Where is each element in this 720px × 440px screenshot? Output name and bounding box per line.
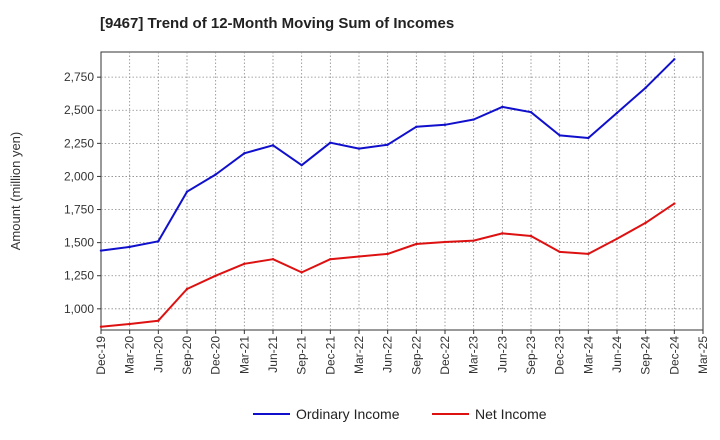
chart-title: [9467] Trend of 12-Month Moving Sum of I… [100, 15, 455, 32]
data-point-ordinary-income [214, 173, 217, 176]
y-tick-label: 1,750 [64, 203, 94, 217]
x-tick-label: Mar-25 [696, 336, 710, 374]
x-tick-label: Jun-22 [381, 336, 395, 373]
x-tick-label: Sep-21 [295, 336, 309, 375]
data-point-ordinary-income [472, 118, 475, 121]
y-tick-label: 2,750 [64, 70, 94, 84]
x-tick-label: Dec-21 [323, 336, 337, 375]
grid-lines [101, 52, 703, 330]
x-tick-label: Mar-23 [467, 336, 481, 374]
data-point-net-income [214, 274, 217, 277]
y-tick-label: 2,000 [64, 169, 94, 183]
data-point-ordinary-income [128, 245, 131, 249]
x-tick-label: Jun-24 [610, 336, 624, 373]
data-point-ordinary-income [415, 125, 418, 128]
x-tick-label: Dec-19 [94, 336, 108, 375]
data-point-ordinary-income [443, 123, 447, 127]
y-axis-title: Amount (million yen) [8, 132, 23, 251]
x-tick-label: Dec-23 [553, 336, 567, 375]
data-point-ordinary-income [673, 58, 676, 61]
data-point-net-income [587, 252, 590, 256]
x-tick-label: Sep-23 [524, 336, 538, 375]
data-point-net-income [443, 240, 447, 244]
data-point-net-income [673, 202, 676, 205]
data-point-ordinary-income [501, 105, 504, 109]
data-point-ordinary-income [99, 249, 103, 252]
data-point-ordinary-income [529, 111, 533, 114]
data-point-net-income [386, 252, 389, 256]
data-point-net-income [558, 250, 561, 254]
plot-area [100, 51, 704, 331]
data-point-ordinary-income [558, 134, 561, 137]
x-tick-label: Sep-20 [180, 336, 194, 375]
data-point-net-income [271, 257, 275, 261]
data-point-net-income [329, 257, 332, 261]
x-tick-label: Jun-20 [151, 336, 165, 373]
data-point-net-income [357, 255, 361, 258]
data-point-ordinary-income [357, 147, 361, 150]
data-point-net-income [300, 271, 303, 274]
data-point-ordinary-income [300, 163, 303, 167]
data-point-net-income [128, 322, 131, 326]
data-point-ordinary-income [185, 190, 189, 193]
data-point-ordinary-income [157, 240, 160, 243]
x-tick-label: Mar-20 [123, 336, 137, 374]
data-point-ordinary-income [644, 86, 647, 89]
data-point-net-income [415, 242, 418, 246]
data-point-net-income [472, 239, 475, 242]
data-point-net-income [529, 234, 533, 238]
y-axis: 1,000 1,250 1,500 1,750 2,000 2,250 2,500 2,750 [64, 70, 101, 316]
legend: Ordinary Income Net Income [253, 406, 547, 422]
data-point-ordinary-income [615, 111, 619, 115]
y-tick-label: 2,500 [64, 103, 94, 117]
data-point-ordinary-income [587, 136, 590, 140]
legend-label-net-income: Net Income [475, 406, 547, 422]
data-point-net-income [615, 237, 619, 240]
data-point-ordinary-income [329, 141, 332, 144]
y-tick-label: 1,250 [64, 269, 94, 283]
x-tick-label: Jun-23 [495, 336, 509, 373]
x-tick-label: Dec-20 [209, 336, 223, 375]
x-tick-label: Mar-24 [581, 336, 595, 374]
x-tick-label: Sep-22 [409, 336, 423, 375]
x-tick-label: Dec-22 [438, 336, 452, 375]
legend-label-ordinary-income: Ordinary Income [296, 406, 400, 422]
y-tick-label: 1,000 [64, 302, 94, 316]
y-tick-label: 2,250 [64, 136, 94, 150]
data-point-net-income [501, 232, 504, 235]
y-tick-label: 1,500 [64, 236, 94, 250]
data-point-net-income [157, 319, 160, 322]
data-point-net-income [243, 262, 246, 266]
series-layer [99, 58, 676, 328]
data-point-net-income [185, 287, 189, 291]
data-point-ordinary-income [386, 143, 389, 146]
x-axis: Dec-19 Mar-20 Jun-20 Sep-20 Dec-20 Mar-21 Jun-… [94, 330, 710, 375]
data-point-ordinary-income [271, 144, 275, 147]
data-point-net-income [644, 221, 647, 224]
data-point-ordinary-income [243, 152, 246, 155]
x-tick-label: Sep-24 [639, 336, 653, 375]
data-point-net-income [99, 325, 103, 328]
x-tick-label: Mar-21 [237, 336, 251, 374]
x-tick-label: Mar-22 [352, 336, 366, 374]
x-tick-label: Jun-21 [266, 336, 280, 373]
x-tick-label: Dec-24 [667, 336, 681, 375]
